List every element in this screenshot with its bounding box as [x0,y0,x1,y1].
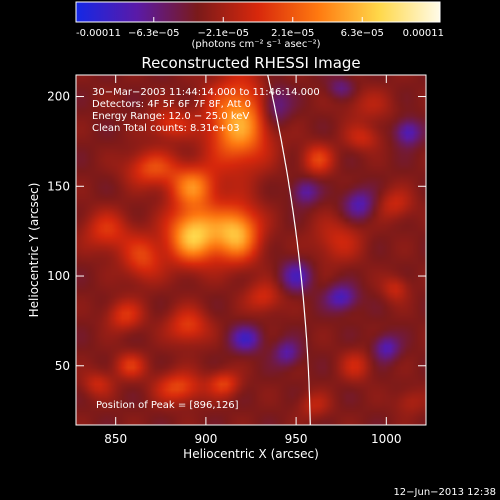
footer-date: 12−Jun−2013 12:38 [393,487,496,498]
colorbar [75,1,441,23]
plot-frame [75,74,427,426]
y-tick-label: 50 [55,359,70,373]
solar-limb-line [267,75,311,425]
colorbar-tick-label: 2.1e−05 [271,28,314,39]
detectors-label: Detectors: 4F 5F 6F 7F 8F, Att 0 [92,99,251,110]
colorbar-ticks: -0.00011 −6.3e−05 −2.1e−05 2.1e−05 6.3e−05 0.… [75,17,444,39]
heatmap-image [76,75,426,425]
y-tick-label: 150 [47,179,70,193]
x-tick-label: 950 [285,432,308,446]
energy-range-label: Energy Range: 12.0 − 25.0 keV [92,111,249,122]
colorbar-tick-label: 0.00011 [403,28,444,39]
colorbar-tick-label: 6.3e−05 [341,28,384,39]
clean-counts-label: Clean Total counts: 8.31e+03 [92,123,240,134]
time-range-label: 30−Mar−2003 11:44:14.000 to 11:46:14.000 [92,87,320,98]
chart-title: Reconstructed RHESSI Image [141,54,360,72]
x-tick-label: 1000 [371,432,402,446]
y-axis: 50 100 150 200 [47,90,426,373]
x-tick-label: 900 [194,432,217,446]
peak-position-label: Position of Peak = [896,126] [96,400,239,411]
colorbar-tick-label: −6.3e−05 [128,28,180,39]
y-tick-label: 200 [47,90,70,104]
x-tick-label: 850 [104,432,127,446]
colorbar-tick-label: -0.00011 [76,28,121,39]
y-tick-label: 100 [47,269,70,283]
x-axis-label: Heliocentric X (arcsec) [183,447,319,461]
x-axis: 850 900 950 1000 [104,75,402,446]
colorbar-tick-label: −2.1e−05 [197,28,249,39]
colorbar-unit-label: (photons cm⁻² s⁻¹ asec⁻²) [191,39,320,50]
y-axis-label: Heliocentric Y (arcsec) [27,183,41,318]
